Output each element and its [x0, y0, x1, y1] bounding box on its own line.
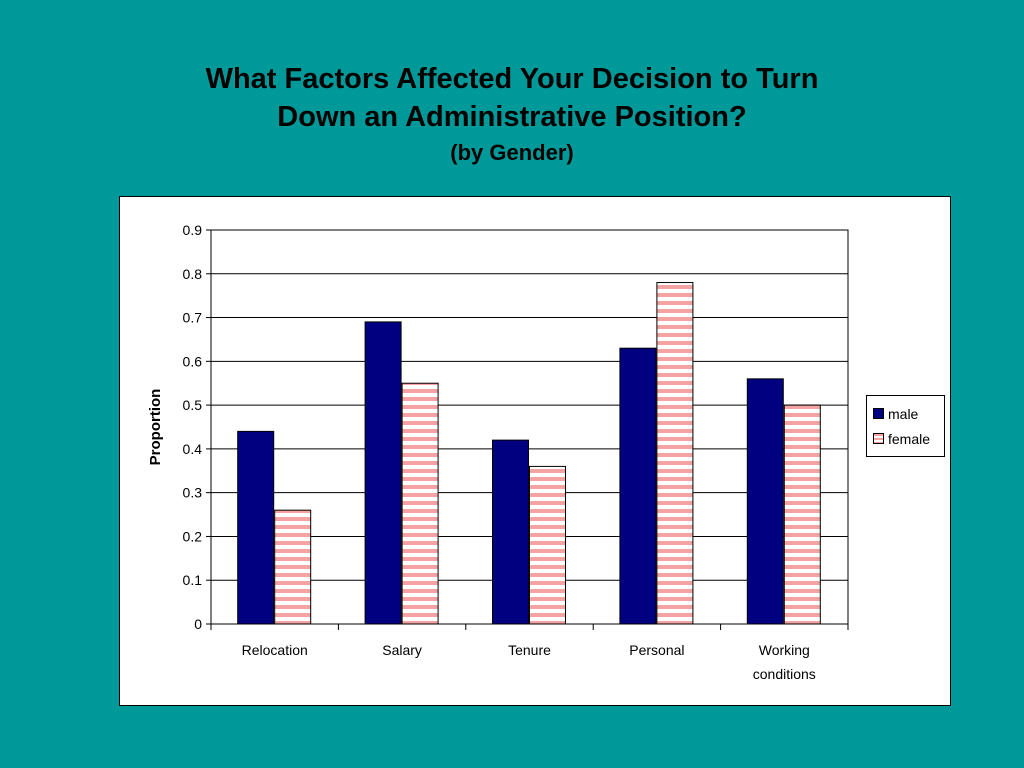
bar-male-3	[619, 347, 657, 625]
bar-male-1	[364, 321, 402, 625]
x-tick-label: Salary	[382, 642, 422, 658]
chart-container: 0 0.1 0.2 0.3 0.4 0.5 0.6 0.7 0.8 0.9 Relocation Sa…	[119, 196, 951, 706]
legend-item-female: female	[873, 426, 944, 451]
y-tick-label: 0.4	[183, 441, 203, 457]
x-tick-label: Tenure	[508, 642, 551, 658]
y-tick-label: 0.9	[183, 222, 203, 238]
x-tick-label: Relocation	[242, 642, 308, 658]
bar-male-4	[746, 378, 784, 625]
title-line-2: Down an Administrative Position?	[277, 101, 747, 133]
bar-female-3	[656, 282, 694, 625]
y-tick-label: 0.6	[183, 353, 203, 369]
bar-female-4	[783, 404, 821, 625]
x-tick-label: Working conditions	[753, 642, 816, 682]
plot-area	[210, 229, 849, 625]
bar-chart: 0 0.1 0.2 0.3 0.4 0.5 0.6 0.7 0.8 0.9 Relocation Sa…	[147, 222, 849, 682]
legend: male female	[866, 395, 945, 457]
subtitle: (by Gender)	[450, 140, 574, 165]
legend-label-male: male	[888, 405, 919, 422]
y-axis-title: Proportion	[147, 389, 164, 466]
bar-female-2	[529, 465, 566, 625]
y-tick-label: 0.5	[183, 397, 203, 413]
x-tick-label: Personal	[629, 642, 684, 658]
y-tick-label: 0.2	[183, 528, 203, 544]
y-tick-label: 0.7	[183, 310, 203, 326]
bar-male-2	[492, 439, 529, 625]
bar-male-0	[237, 430, 275, 625]
y-tick-label: 0.3	[183, 485, 203, 501]
legend-swatch-male	[873, 408, 884, 419]
legend-item-male: male	[873, 401, 944, 426]
y-tick-label: 0.8	[183, 266, 203, 282]
bar-female-1	[401, 382, 439, 625]
y-tick-label: 0	[194, 616, 202, 632]
slide-title: What Factors Affected Your Decision to T…	[0, 60, 1024, 170]
legend-swatch-female	[873, 433, 884, 444]
bar-female-0	[274, 509, 312, 625]
legend-label-female: female	[888, 430, 931, 447]
y-tick-label: 0.1	[183, 572, 203, 588]
title-line-1: What Factors Affected Your Decision to T…	[205, 63, 819, 95]
